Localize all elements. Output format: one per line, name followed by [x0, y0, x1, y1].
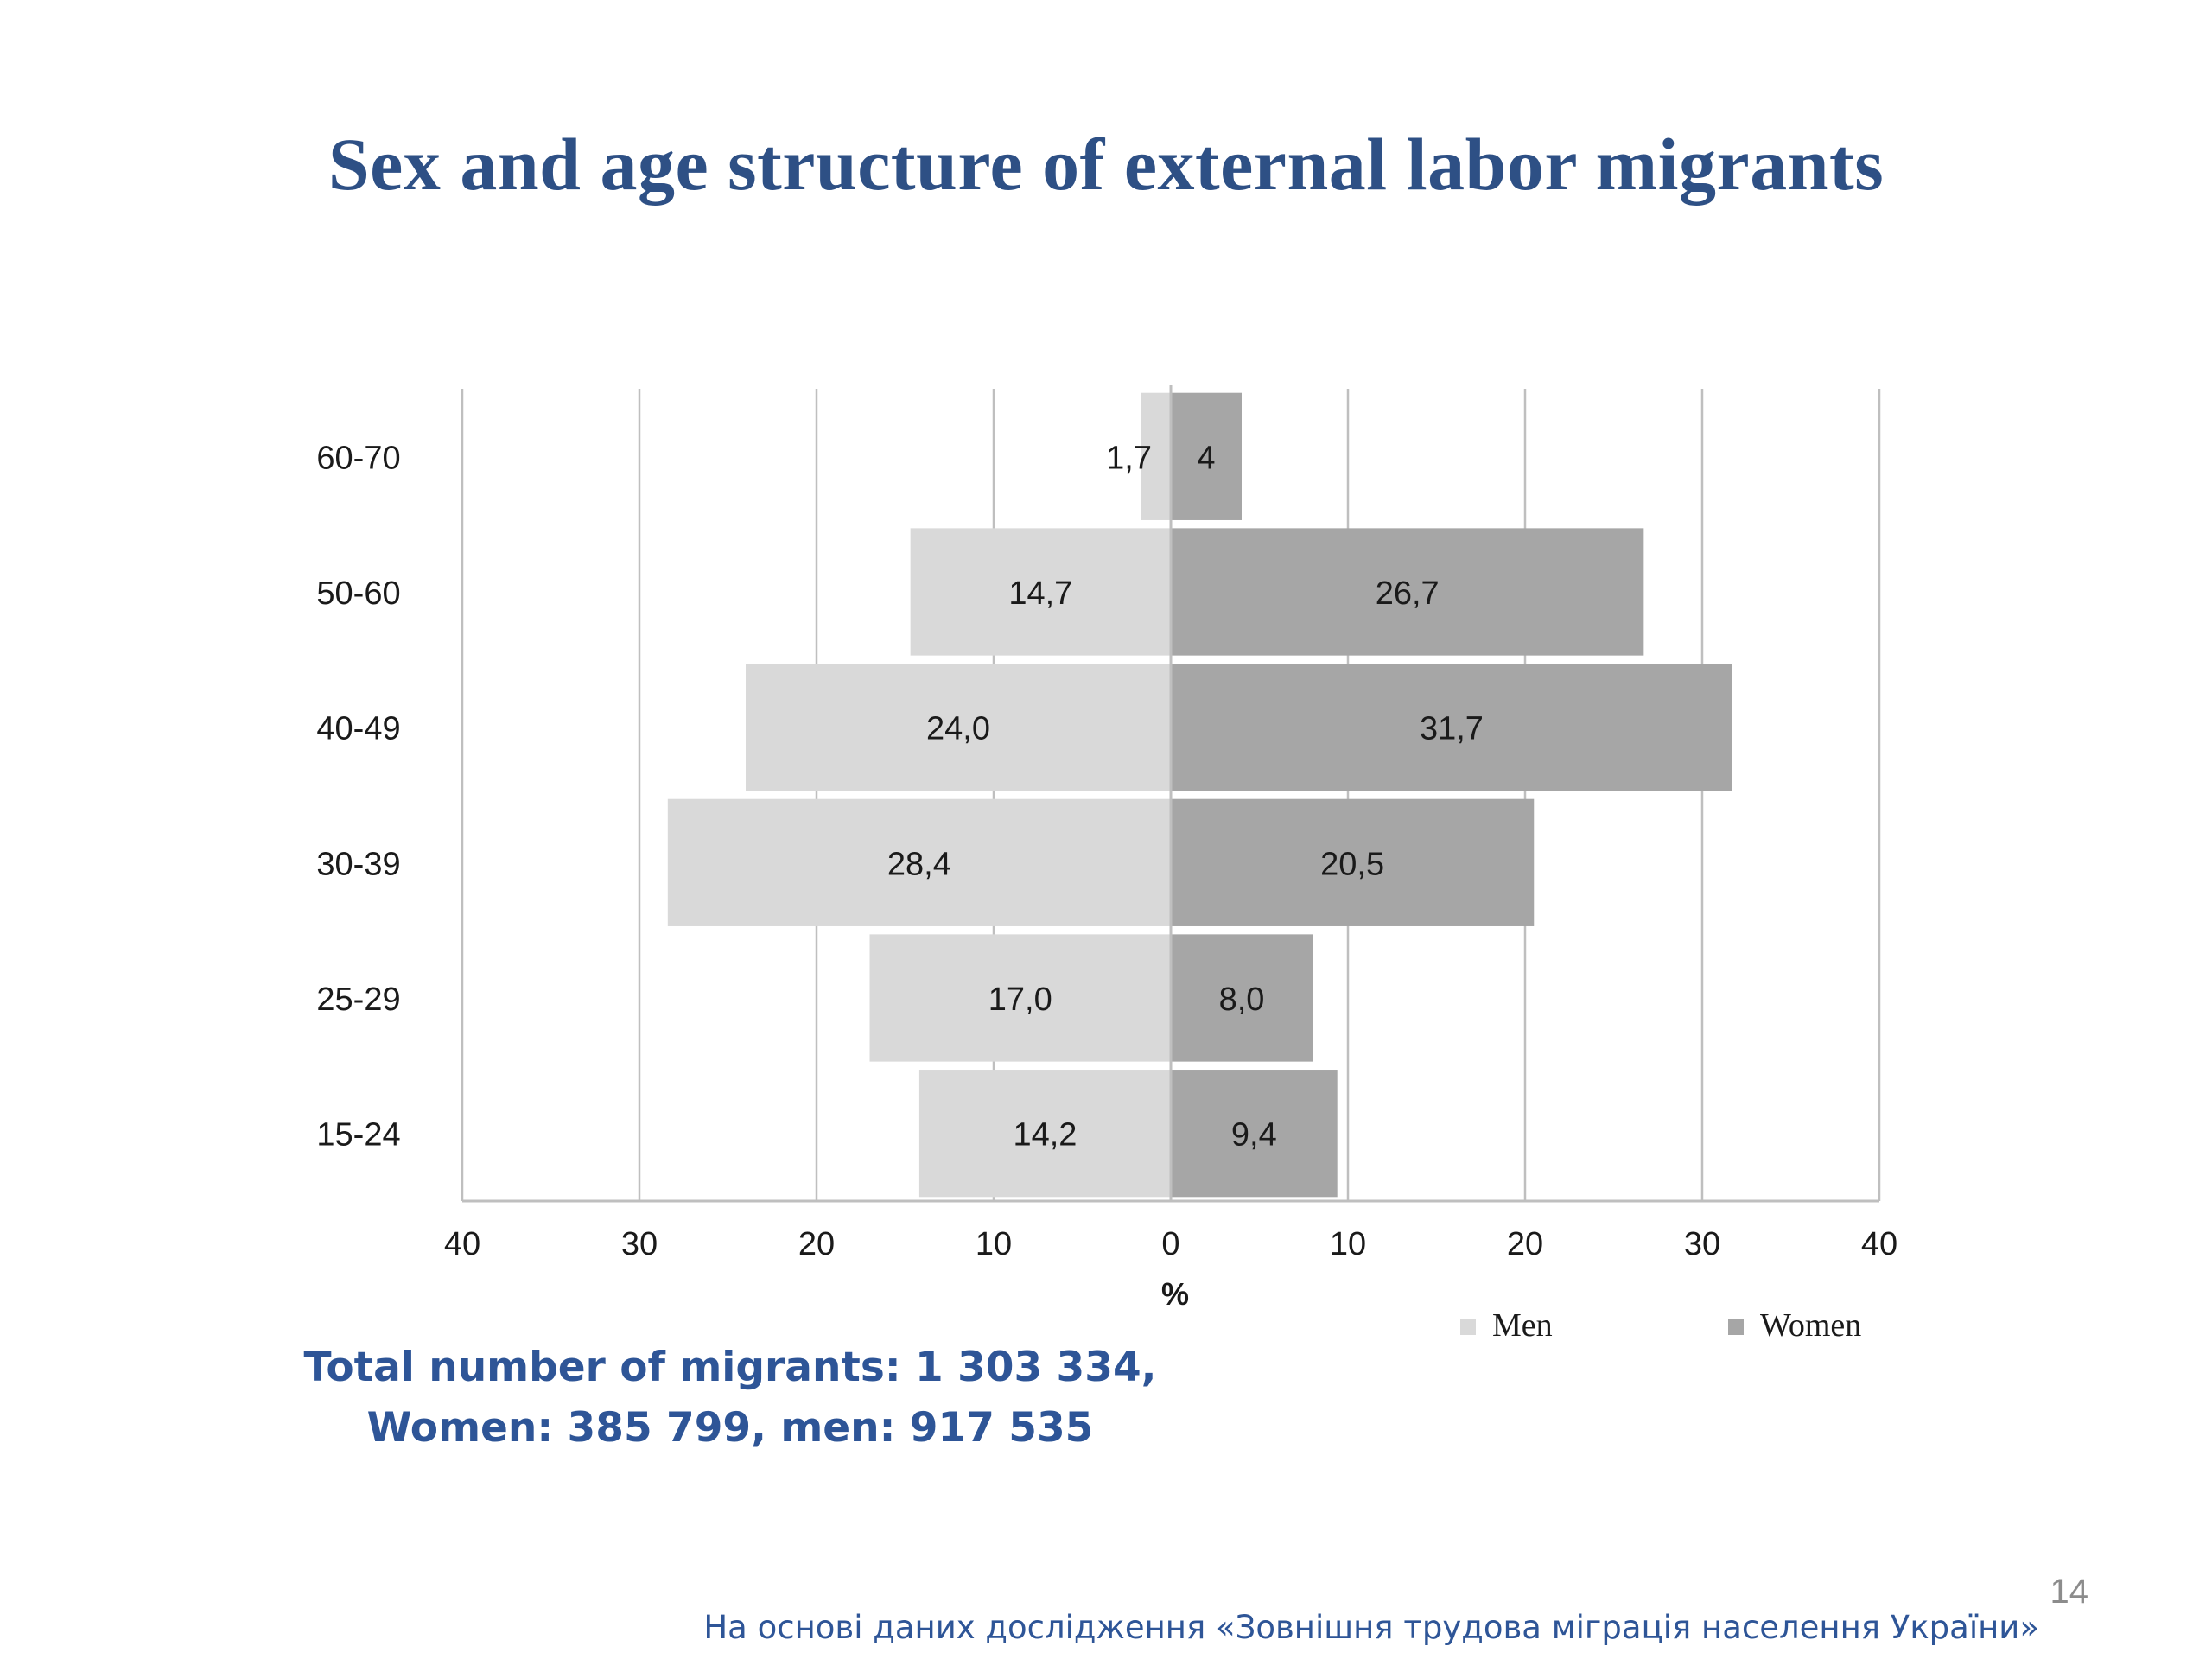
total-migrants-text: Total number of migrants: 1 303 334, Wom… — [259, 1338, 1201, 1459]
bar-men — [746, 664, 1171, 791]
data-label-women: 4 — [1197, 440, 1215, 476]
x-tick-label: 20 — [1507, 1226, 1543, 1262]
x-tick-label: 0 — [1161, 1226, 1179, 1262]
data-label-women: 26,7 — [1376, 575, 1440, 612]
data-label-women: 31,7 — [1420, 711, 1484, 747]
data-label-men: 28,4 — [887, 846, 951, 882]
y-category-label: 25-29 — [316, 982, 400, 1018]
legend-swatch — [1460, 1319, 1476, 1335]
chart-bars — [667, 392, 1732, 1198]
x-tick-label: 10 — [976, 1226, 1012, 1262]
bar-women — [1171, 1070, 1338, 1198]
y-category-label: 40-49 — [316, 711, 400, 747]
chart-legend: Men Women — [1460, 1307, 1861, 1344]
bar-men — [910, 528, 1171, 656]
bar-women — [1171, 664, 1732, 791]
y-category-label: 60-70 — [316, 440, 400, 476]
y-category-label: 50-60 — [316, 575, 400, 612]
bar-men — [667, 798, 1171, 926]
bar-women — [1171, 798, 1535, 926]
x-tick-label: 10 — [1330, 1226, 1366, 1262]
total-migrants-line: Total number of migrants: 1 303 334, — [303, 1344, 1157, 1391]
data-label-men: 14,2 — [1013, 1117, 1077, 1154]
data-label-men: 24,0 — [926, 711, 990, 747]
data-label-men: 1,7 — [1106, 440, 1152, 476]
page-number: 14 — [2050, 1573, 2089, 1611]
slide-title: Sex and age structure of external labor … — [327, 123, 1885, 206]
x-tick-label: 40 — [1861, 1226, 1897, 1262]
bar-men — [918, 1070, 1171, 1198]
chart-axes: 40 30 20 10 0 10 20 30 40 60-70 50-60 40-49 30-39 25-… — [316, 385, 1897, 1312]
data-label-women: 9,4 — [1231, 1117, 1277, 1154]
bar-men — [1141, 392, 1171, 520]
bar-women — [1171, 934, 1313, 1062]
legend-label: Women — [1760, 1307, 1861, 1344]
x-tick-label: 40 — [444, 1226, 480, 1262]
x-tick-label: 30 — [1684, 1226, 1720, 1262]
bar-women — [1171, 392, 1242, 520]
y-category-label: 30-39 — [316, 846, 400, 882]
data-label-men: 17,0 — [988, 982, 1052, 1018]
x-tick-label: 30 — [621, 1226, 658, 1262]
data-label-women: 20,5 — [1320, 846, 1384, 882]
x-tick-label: 20 — [798, 1226, 835, 1262]
gender-breakdown-line: Women: 385 799, men: 917 535 — [366, 1404, 1094, 1452]
bar-women — [1171, 528, 1644, 656]
bar-men — [869, 934, 1171, 1062]
y-category-label: 15-24 — [316, 1117, 400, 1154]
legend-swatch — [1728, 1319, 1744, 1335]
source-note: На основі даних дослідження «Зовнішня тр… — [703, 1609, 2039, 1646]
legend-label: Men — [1492, 1307, 1553, 1344]
chart-data-labels: 1,7 4 14,7 26,7 24,0 31,7 28,4 20,5 17,0 8,0 14,2 9… — [887, 440, 1484, 1153]
data-label-men: 14,7 — [1008, 575, 1072, 612]
data-label-women: 8,0 — [1219, 982, 1265, 1018]
chart-gridlines — [461, 389, 1881, 1201]
x-axis-title: % — [1161, 1276, 1189, 1312]
